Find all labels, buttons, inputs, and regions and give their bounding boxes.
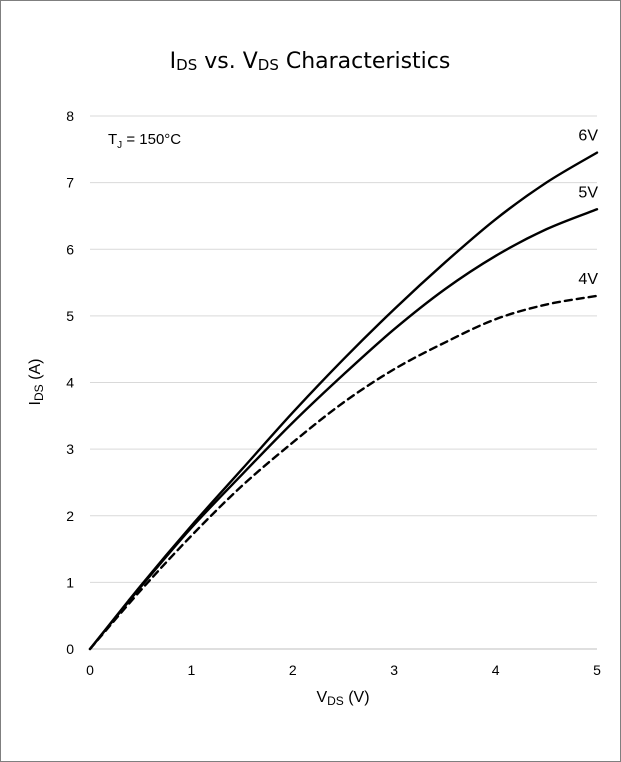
- series-label-6V: 6V: [578, 128, 598, 145]
- tick-labels: 0 1 2 3 4 5 6 7 8 0 1 2 3 4 5: [66, 108, 601, 678]
- title-tail: Characteristics: [279, 49, 450, 74]
- x-tick-label-4: 4: [492, 662, 500, 678]
- xlabel-main: V: [316, 689, 327, 706]
- title-sub1: DS: [176, 56, 197, 74]
- xlabel-tail: (V): [344, 689, 370, 706]
- x-tick-label-3: 3: [390, 662, 398, 678]
- series-label-4V: 4V: [578, 271, 598, 288]
- y-tick-label-7: 7: [66, 175, 74, 191]
- y-axis-title: IDS (A): [27, 359, 46, 406]
- ylabel-main: I: [27, 401, 44, 405]
- chart-title: IDS vs. VDS Characteristics: [170, 49, 451, 74]
- y-tick-label-0: 0: [66, 641, 74, 657]
- series-lines: 6V 5V 4V: [88, 128, 599, 651]
- title-sub2: DS: [258, 56, 279, 74]
- x-axis-title: VDS (V): [316, 689, 369, 708]
- y-tick-label-6: 6: [66, 241, 74, 257]
- annotation-sub: J: [117, 140, 122, 151]
- annotation-main: T: [108, 131, 117, 148]
- series-line-4V: [88, 294, 599, 651]
- y-tick-label-1: 1: [66, 574, 74, 590]
- ylabel-tail: (A): [27, 359, 44, 385]
- y-tick-label-4: 4: [66, 375, 74, 391]
- y-tick-label-5: 5: [66, 308, 74, 324]
- y-tick-label-8: 8: [66, 108, 74, 124]
- title-main1: I: [170, 49, 177, 74]
- y-tick-label-2: 2: [66, 508, 74, 524]
- temperature-annotation: TJ = 150°C: [108, 131, 181, 151]
- x-tick-label-2: 2: [289, 662, 297, 678]
- x-tick-label-0: 0: [86, 662, 94, 678]
- ylabel-sub: DS: [32, 384, 46, 401]
- xlabel-sub: DS: [327, 694, 344, 708]
- series-label-5V: 5V: [578, 184, 598, 201]
- x-tick-label-5: 5: [593, 662, 601, 678]
- x-tick-label-1: 1: [188, 662, 196, 678]
- grid-lines: [90, 115, 597, 583]
- y-tick-label-3: 3: [66, 441, 74, 457]
- series-line-6V: [88, 151, 599, 651]
- series-line-5V: [88, 208, 599, 651]
- annotation-tail: = 150°C: [122, 131, 181, 148]
- title-mid: vs. V: [197, 49, 258, 74]
